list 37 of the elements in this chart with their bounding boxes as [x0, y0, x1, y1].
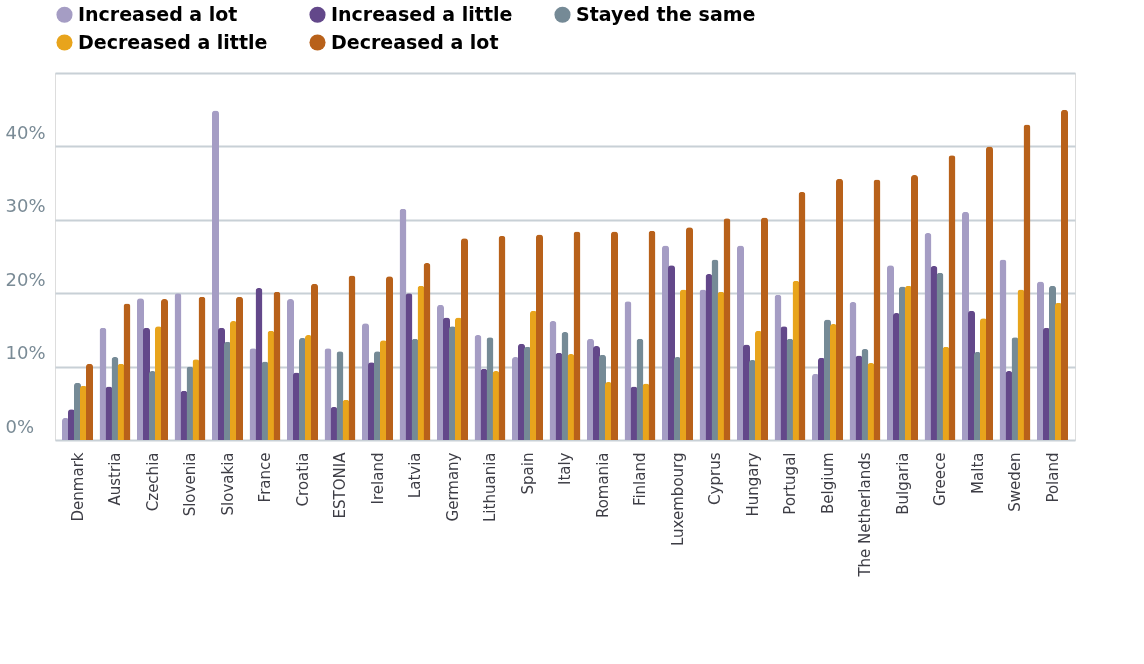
x-tick-label: Italy — [556, 452, 574, 486]
legend-label: Increased a lot — [78, 2, 238, 25]
x-tick-label: Latvia — [406, 452, 424, 499]
x-tick-label: Poland — [1043, 452, 1062, 503]
y-tick-label: 30% — [5, 195, 46, 217]
x-tick-label: Sweden — [1006, 452, 1024, 512]
x-tick-label: Cyprus — [706, 452, 724, 505]
y-tick-label: 40% — [5, 121, 46, 143]
x-tick-label: Belgium — [818, 452, 837, 514]
x-tick-label: Slovakia — [218, 452, 237, 516]
x-tick-label: France — [256, 452, 274, 503]
x-tick-label: Denmark — [68, 452, 87, 522]
x-tick-label: ESTONIA — [331, 451, 349, 519]
x-tick-label: Slovenia — [181, 452, 199, 517]
x-tick-label: Croatia — [293, 452, 312, 507]
x-tick-label: Ireland — [368, 452, 387, 505]
x-tick-label: The Netherlands — [856, 452, 874, 578]
x-tick-label: Austria — [106, 452, 124, 506]
x-tick-label: Hungary — [743, 452, 762, 517]
x-tick-label: Luxembourg — [668, 452, 687, 546]
x-tick-label: Czechia — [143, 452, 162, 512]
legend-label: Increased a little — [331, 2, 513, 25]
y-tick-label: 0% — [5, 415, 35, 437]
legend-label: Decreased a lot — [331, 30, 499, 53]
x-tick-label: Bulgaria — [893, 452, 912, 515]
x-tick-label: Malta — [968, 452, 987, 494]
x-tick-label: Greece — [931, 452, 949, 506]
y-tick-label: 10% — [5, 342, 46, 364]
legend-label: Decreased a little — [78, 30, 268, 53]
x-tick-label: Romania — [593, 452, 612, 519]
x-tick-label: Spain — [518, 452, 537, 495]
x-tick-label: Lithuania — [481, 452, 499, 522]
y-tick-label: 20% — [5, 268, 46, 290]
x-tick-label: Portugal — [781, 452, 799, 515]
x-tick-label: Finland — [631, 452, 649, 507]
legend-label: Stayed the same — [576, 2, 756, 25]
x-tick-label: Germany — [443, 452, 462, 522]
